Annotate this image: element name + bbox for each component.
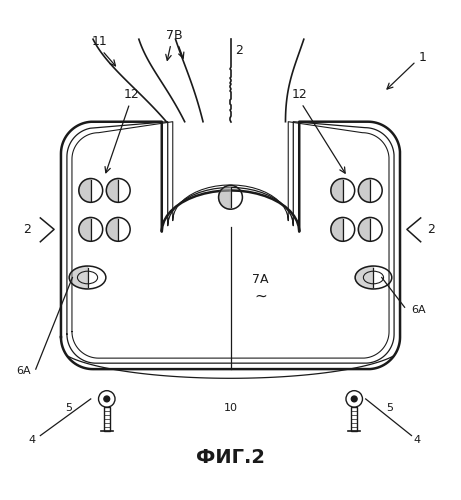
Text: 12: 12 <box>291 88 307 101</box>
Polygon shape <box>219 186 230 209</box>
Polygon shape <box>69 266 88 289</box>
Text: 2: 2 <box>24 223 31 236</box>
Text: 6A: 6A <box>412 304 426 314</box>
Text: 12: 12 <box>124 88 140 101</box>
Polygon shape <box>358 218 370 242</box>
Circle shape <box>351 396 357 402</box>
Text: 4: 4 <box>29 435 36 445</box>
Text: 2: 2 <box>427 223 435 236</box>
Text: 2: 2 <box>235 44 243 57</box>
Polygon shape <box>106 178 118 203</box>
Text: 5: 5 <box>65 403 72 413</box>
Text: 1: 1 <box>419 51 426 64</box>
Text: 4: 4 <box>414 435 421 445</box>
Polygon shape <box>355 266 373 289</box>
Text: 6A: 6A <box>17 366 31 376</box>
Polygon shape <box>331 218 343 242</box>
Polygon shape <box>79 178 91 203</box>
Text: 11: 11 <box>92 36 108 49</box>
Polygon shape <box>106 218 118 242</box>
Polygon shape <box>331 178 343 203</box>
Polygon shape <box>79 218 91 242</box>
Text: 7A: 7A <box>252 274 269 286</box>
Text: ~: ~ <box>254 288 266 304</box>
Bar <box>104 407 110 431</box>
Bar <box>351 407 357 431</box>
Circle shape <box>104 396 110 402</box>
Text: ФИГ.2: ФИГ.2 <box>196 448 265 466</box>
Text: 10: 10 <box>224 403 237 413</box>
Polygon shape <box>358 178 370 203</box>
Text: 5: 5 <box>386 403 393 413</box>
Text: 7B: 7B <box>166 28 183 42</box>
